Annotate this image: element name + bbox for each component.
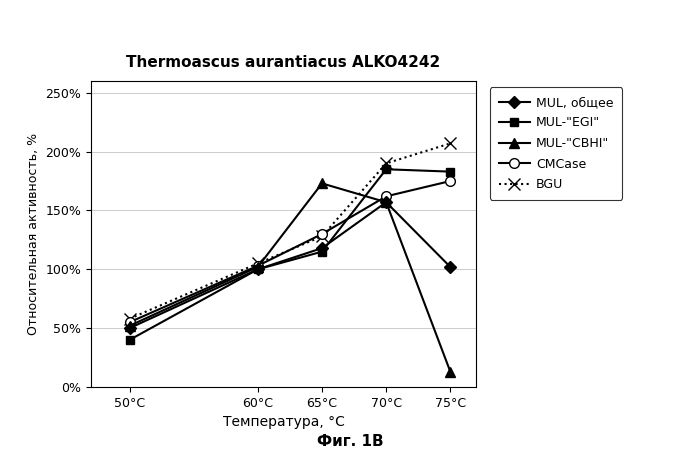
BGU — [125, 316, 134, 321]
BGU — [382, 161, 391, 166]
MUL-"EGI" — [382, 166, 391, 172]
BGU — [446, 141, 454, 146]
MUL-"EGI" — [318, 249, 326, 254]
MUL, общее — [125, 325, 134, 331]
MUL-"CBHI" — [125, 323, 134, 328]
CMCase — [253, 263, 262, 269]
CMCase — [382, 194, 391, 199]
MUL-"EGI" — [446, 169, 454, 174]
MUL, общее — [446, 264, 454, 270]
Line: MUL, общее: MUL, общее — [125, 198, 454, 332]
BGU — [253, 261, 262, 266]
MUL, общее — [318, 245, 326, 251]
Line: MUL-"EGI": MUL-"EGI" — [125, 165, 454, 344]
Line: MUL-"CBHI": MUL-"CBHI" — [125, 179, 455, 377]
Y-axis label: Относительная активность, %: Относительная активность, % — [27, 133, 40, 335]
CMCase — [318, 231, 326, 237]
MUL-"EGI" — [253, 266, 262, 272]
Line: CMCase: CMCase — [125, 176, 455, 327]
Line: BGU: BGU — [124, 138, 456, 324]
Text: Фиг. 1B: Фиг. 1B — [316, 433, 384, 449]
MUL-"CBHI" — [382, 199, 391, 205]
MUL-"CBHI" — [253, 264, 262, 270]
X-axis label: Температура, °C: Температура, °C — [223, 415, 344, 429]
CMCase — [125, 320, 134, 325]
CMCase — [446, 178, 454, 184]
MUL, общее — [253, 266, 262, 272]
MUL-"CBHI" — [318, 181, 326, 186]
BGU — [318, 234, 326, 239]
Legend: MUL, общее, MUL-"EGI", MUL-"CBHI", CMCase, BGU: MUL, общее, MUL-"EGI", MUL-"CBHI", CMCas… — [490, 87, 622, 200]
MUL, общее — [382, 199, 391, 205]
MUL-"EGI" — [125, 337, 134, 342]
MUL-"CBHI" — [446, 369, 454, 374]
Title: Thermoascus aurantiacus ALKO4242: Thermoascus aurantiacus ALKO4242 — [127, 55, 440, 70]
